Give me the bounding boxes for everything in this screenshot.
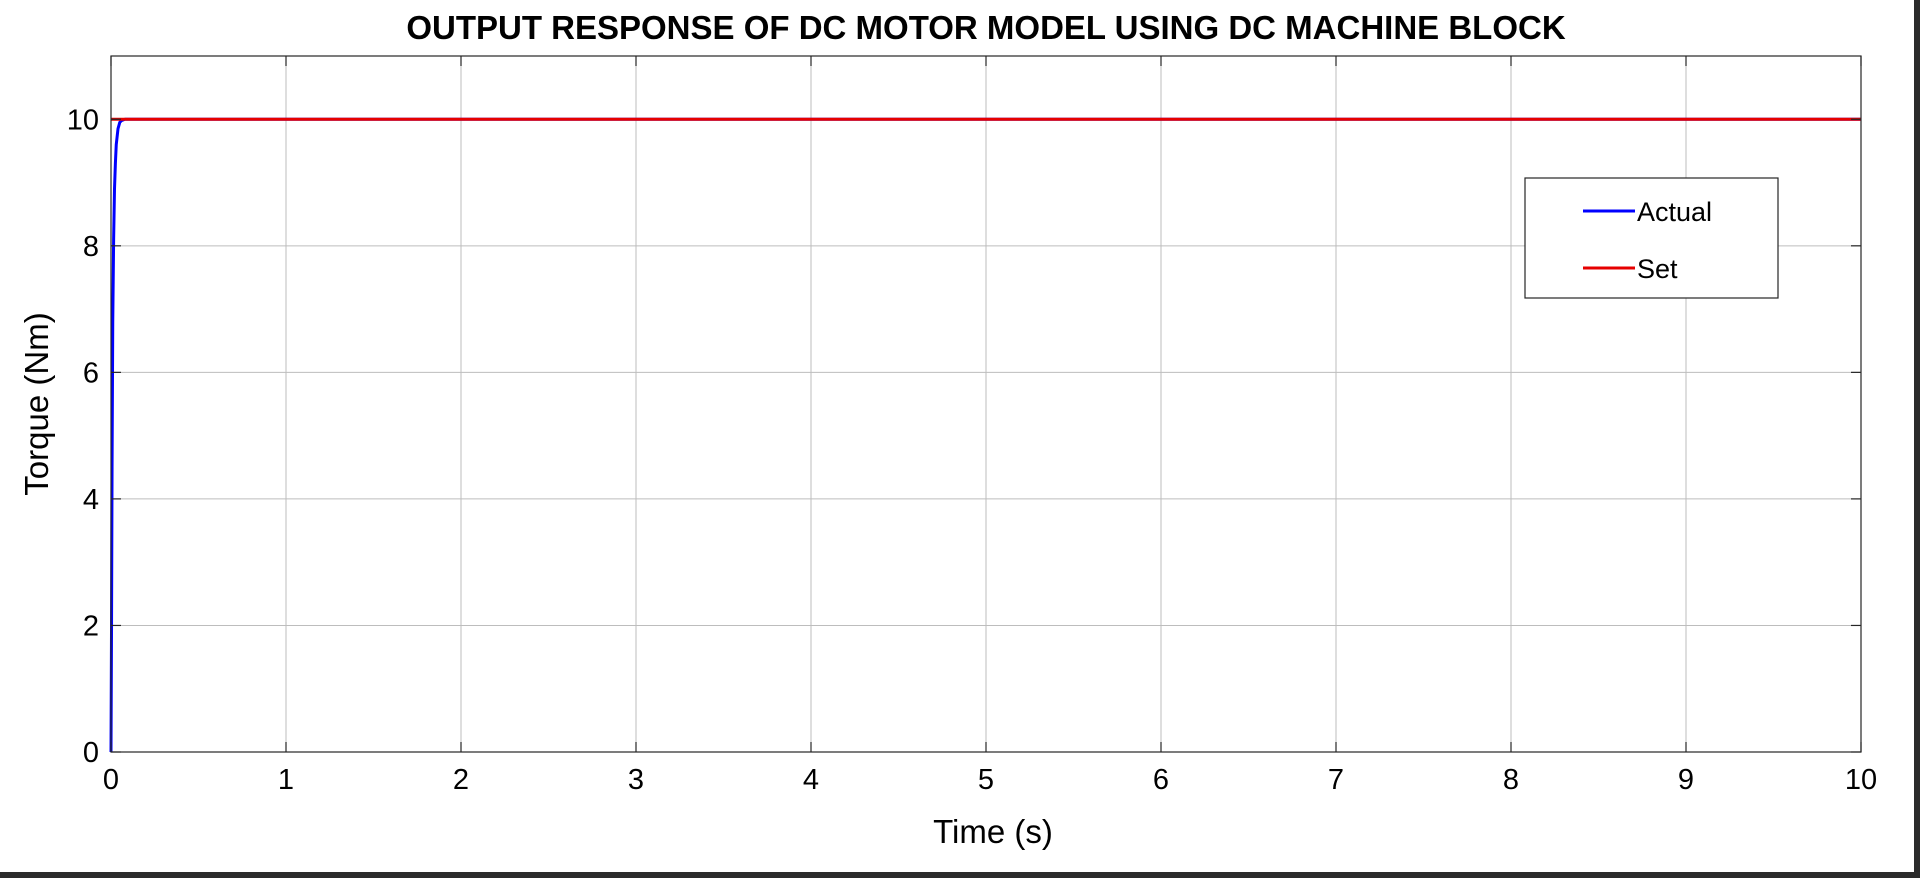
window-border-bottom	[0, 872, 1920, 878]
y-tick-label: 0	[83, 737, 99, 769]
x-axis-label: Time (s)	[933, 813, 1053, 850]
x-tick-label: 3	[628, 764, 644, 796]
x-tick-label: 6	[1153, 764, 1169, 796]
y-tick-label: 4	[83, 484, 99, 516]
x-tick-label: 5	[978, 764, 994, 796]
legend-label-set: Set	[1637, 254, 1678, 284]
legend-box	[1524, 177, 1779, 299]
tick-layer: 0 1 2 3 4 5 6 7 8 9 10 0 2 4 6 8 10	[67, 56, 1877, 796]
x-tick-label: 10	[1845, 764, 1877, 796]
y-tick-label: 6	[83, 357, 99, 389]
window-border-right	[1914, 0, 1920, 878]
y-axis-label: Torque (Nm)	[18, 312, 55, 495]
series-layer	[109, 117, 1861, 753]
y-tick-label: 8	[83, 231, 99, 263]
x-tick-label: 2	[453, 764, 469, 796]
x-tick-label: 4	[803, 764, 819, 796]
legend-label-actual: Actual	[1637, 197, 1712, 227]
x-tick-label: 7	[1328, 764, 1344, 796]
x-tick-label: 9	[1678, 764, 1694, 796]
y-tick-label: 10	[67, 104, 99, 136]
x-tick-label: 0	[103, 764, 119, 796]
legend: Actual Set	[1524, 177, 1779, 299]
chart-title: OUTPUT RESPONSE OF DC MOTOR MODEL USING …	[406, 9, 1565, 46]
x-tick-label: 1	[278, 764, 294, 796]
y-tick-label: 2	[83, 610, 99, 642]
x-tick-label: 8	[1503, 764, 1519, 796]
